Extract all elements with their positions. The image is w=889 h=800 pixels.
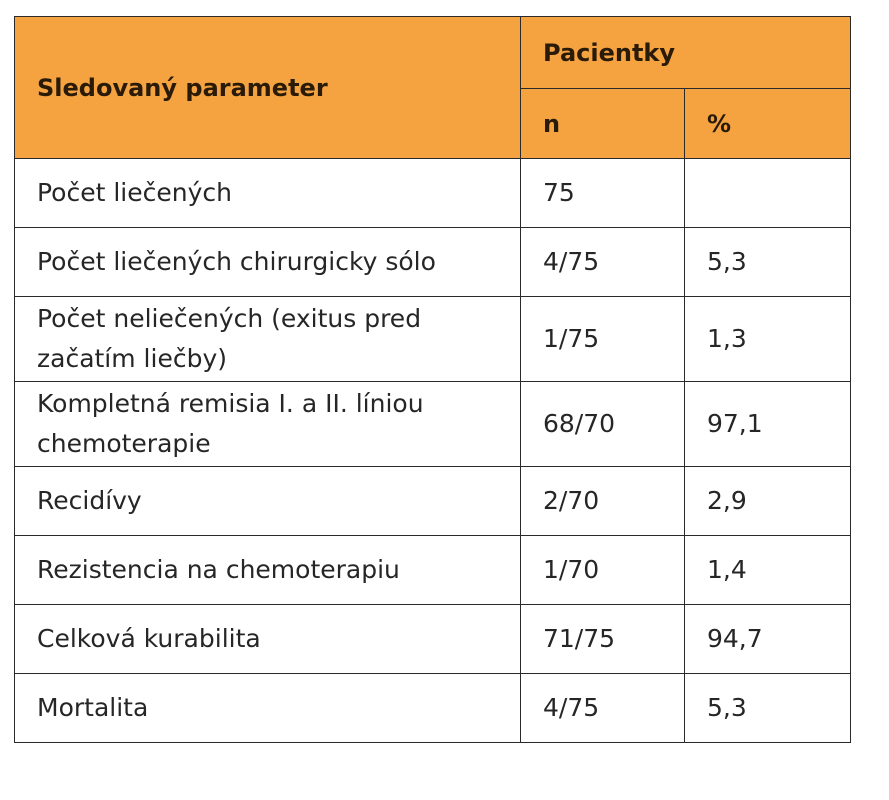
row-parameter: Recidívy xyxy=(14,466,521,536)
row-parameter: Celková kurabilita xyxy=(14,604,521,674)
row-parameter: Mortalita xyxy=(14,673,521,743)
row-parameter: Počet neliečených (exitus pred začatím l… xyxy=(14,296,521,382)
table-header: Sledovaný parameter Pacientky n % xyxy=(14,16,851,159)
row-n: 1/70 xyxy=(520,535,685,605)
table-row: Počet liečených 75 xyxy=(14,158,851,228)
row-parameter: Kompletná remisia I. a II. líniou chemot… xyxy=(14,381,521,467)
table-row: Celková kurabilita 71/75 94,7 xyxy=(14,604,851,674)
row-percent: 2,9 xyxy=(684,466,851,536)
row-n: 2/70 xyxy=(520,466,685,536)
row-percent: 5,3 xyxy=(684,227,851,297)
row-parameter: Počet liečených xyxy=(14,158,521,228)
header-patients-group: Pacientky xyxy=(520,16,851,89)
row-n: 1/75 xyxy=(520,296,685,382)
row-parameter: Počet liečených chirurgicky sólo xyxy=(14,227,521,297)
table-row: Kompletná remisia I. a II. líniou chemot… xyxy=(14,381,851,467)
row-percent: 94,7 xyxy=(684,604,851,674)
patient-parameters-table: Sledovaný parameter Pacientky n % Počet … xyxy=(14,16,851,743)
table-row: Počet liečených chirurgicky sólo 4/75 5,… xyxy=(14,227,851,297)
table-row: Rezistencia na chemoterapiu 1/70 1,4 xyxy=(14,535,851,605)
row-percent: 5,3 xyxy=(684,673,851,743)
row-n: 4/75 xyxy=(520,673,685,743)
row-n: 4/75 xyxy=(520,227,685,297)
table-row: Mortalita 4/75 5,3 xyxy=(14,673,851,743)
header-percent: % xyxy=(684,88,851,159)
row-n: 71/75 xyxy=(520,604,685,674)
data-table-container: Sledovaný parameter Pacientky n % Počet … xyxy=(14,16,851,743)
table-body: Počet liečených 75 Počet liečených chiru… xyxy=(14,158,851,743)
row-percent: 97,1 xyxy=(684,381,851,467)
row-n: 68/70 xyxy=(520,381,685,467)
row-percent: 1,4 xyxy=(684,535,851,605)
header-n: n xyxy=(520,88,685,159)
row-percent: 1,3 xyxy=(684,296,851,382)
row-parameter: Rezistencia na chemoterapiu xyxy=(14,535,521,605)
row-percent xyxy=(684,158,851,228)
table-row: Počet neliečených (exitus pred začatím l… xyxy=(14,296,851,382)
header-parameter: Sledovaný parameter xyxy=(14,16,521,159)
table-row: Recidívy 2/70 2,9 xyxy=(14,466,851,536)
row-n: 75 xyxy=(520,158,685,228)
